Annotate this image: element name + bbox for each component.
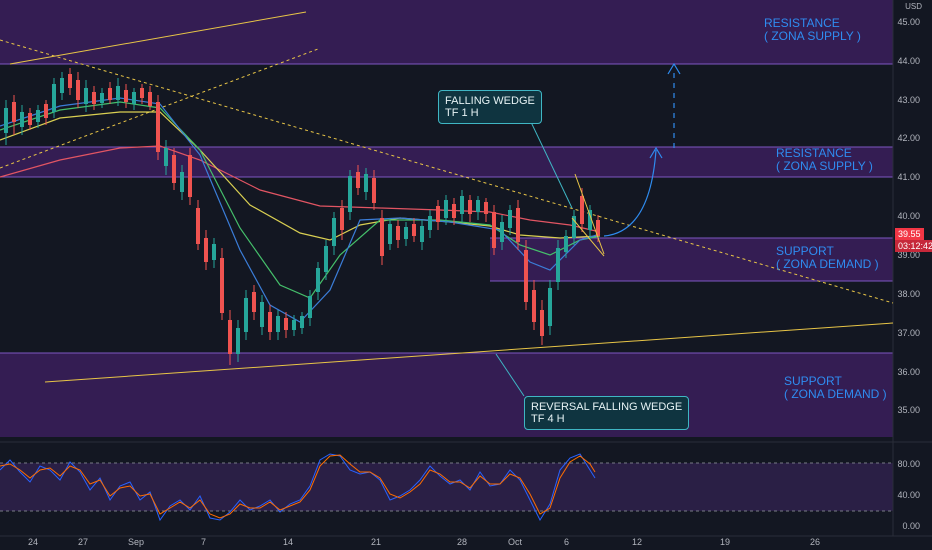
time-tick: 6 (564, 537, 570, 547)
price-tick: 44.00 (897, 56, 920, 66)
time-tick: 24 (28, 537, 39, 547)
price-tick: 38.00 (897, 289, 920, 299)
currency-label: USD (905, 2, 922, 11)
time-tick: 14 (283, 537, 294, 547)
current-price-tag: 39.55 (895, 228, 924, 240)
callout-reversal-falling-wedge[interactable]: REVERSAL FALLING WEDGE TF 4 H (524, 396, 690, 430)
zone-label-support-bottom: SUPPORT ( ZONA DEMAND ) (784, 374, 887, 401)
price-tick: 40.00 (897, 211, 920, 221)
breakout-arrow[interactable] (603, 149, 657, 237)
ma-blue (0, 97, 601, 323)
time-tick: 7 (201, 537, 207, 547)
price-tick: 36.00 (897, 367, 920, 377)
upper-channel-line[interactable] (9, 11, 307, 65)
price-tick: 37.00 (897, 328, 920, 338)
osc-tick: 80.00 (897, 459, 920, 469)
countdown-tag: 03:12:42 (895, 240, 932, 252)
support-trendline[interactable] (44, 322, 894, 383)
osc-tick: 0.00 (902, 521, 920, 531)
zone-label-resistance-top: RESISTANCE ( ZONA SUPPLY ) (764, 16, 861, 43)
zone-demand-bottom (0, 353, 893, 437)
ma-red (0, 145, 601, 233)
time-tick: Oct (508, 537, 523, 547)
zone-label-resistance-mid: RESISTANCE ( ZONA SUPPLY ) (776, 146, 873, 173)
callout-falling-wedge[interactable]: FALLING WEDGE TF 1 H (438, 90, 542, 124)
ma-green (0, 101, 601, 299)
osc-tick: 40.00 (897, 490, 920, 500)
price-tick: 35.00 (897, 405, 920, 415)
wedge-lower-line[interactable] (571, 217, 605, 257)
price-tick: 42.00 (897, 133, 920, 143)
zone-label-support-mid: SUPPORT ( ZONA DEMAND ) (776, 244, 879, 271)
zone-supply-mid (0, 147, 893, 177)
price-tick: 39.00 (897, 250, 920, 260)
time-tick: 26 (810, 537, 821, 547)
zone-supply-top (0, 0, 893, 64)
time-tick: 12 (632, 537, 643, 547)
time-tick: 28 (457, 537, 468, 547)
price-tick: 43.00 (897, 95, 920, 105)
oscillator-band (0, 463, 893, 511)
candles (4, 68, 600, 365)
time-tick: 21 (371, 537, 382, 547)
dashed-downtrend-line[interactable] (0, 39, 894, 304)
time-tick: 19 (720, 537, 731, 547)
wedge-upper-line[interactable] (574, 173, 605, 255)
stoch-d-line (0, 454, 596, 519)
price-tick: 45.00 (897, 17, 920, 27)
time-tick: Sep (128, 537, 145, 547)
price-tick: 41.00 (897, 172, 920, 182)
time-tick: 27 (78, 537, 89, 547)
